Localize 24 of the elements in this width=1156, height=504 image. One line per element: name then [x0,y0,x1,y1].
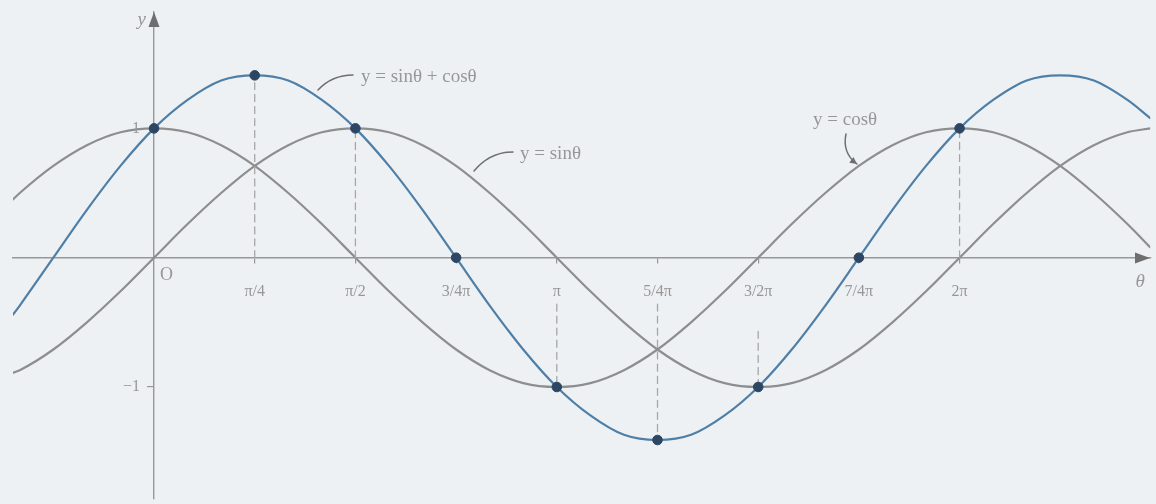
x-axis-title: θ [1135,269,1145,291]
y-tick-label: −1 [123,377,141,395]
point [652,434,663,446]
x-tick-label: 2π [951,281,968,299]
x-tick-label: π [552,281,561,299]
point [249,70,261,81]
point [853,252,865,263]
point [551,381,563,393]
text: y = sinθ [520,141,581,163]
point [752,381,764,393]
series-label: y = sinθ + cosθ [361,64,477,86]
x-tick-label: π/2 [345,281,366,299]
point [954,123,965,134]
x-tick-label: 3/2π [743,281,773,299]
x-tick-label: 7/4π [844,281,874,299]
x-tick-label: 3/4π [441,281,471,299]
point [148,123,160,134]
point [450,252,462,263]
annotation: O [160,264,174,285]
x-tick-label: π/4 [244,281,265,299]
y-axis-title: y [135,8,147,29]
series-label: y = cosθ [813,107,878,129]
point [350,123,361,134]
x-tick-label: 5/4π [643,281,672,299]
